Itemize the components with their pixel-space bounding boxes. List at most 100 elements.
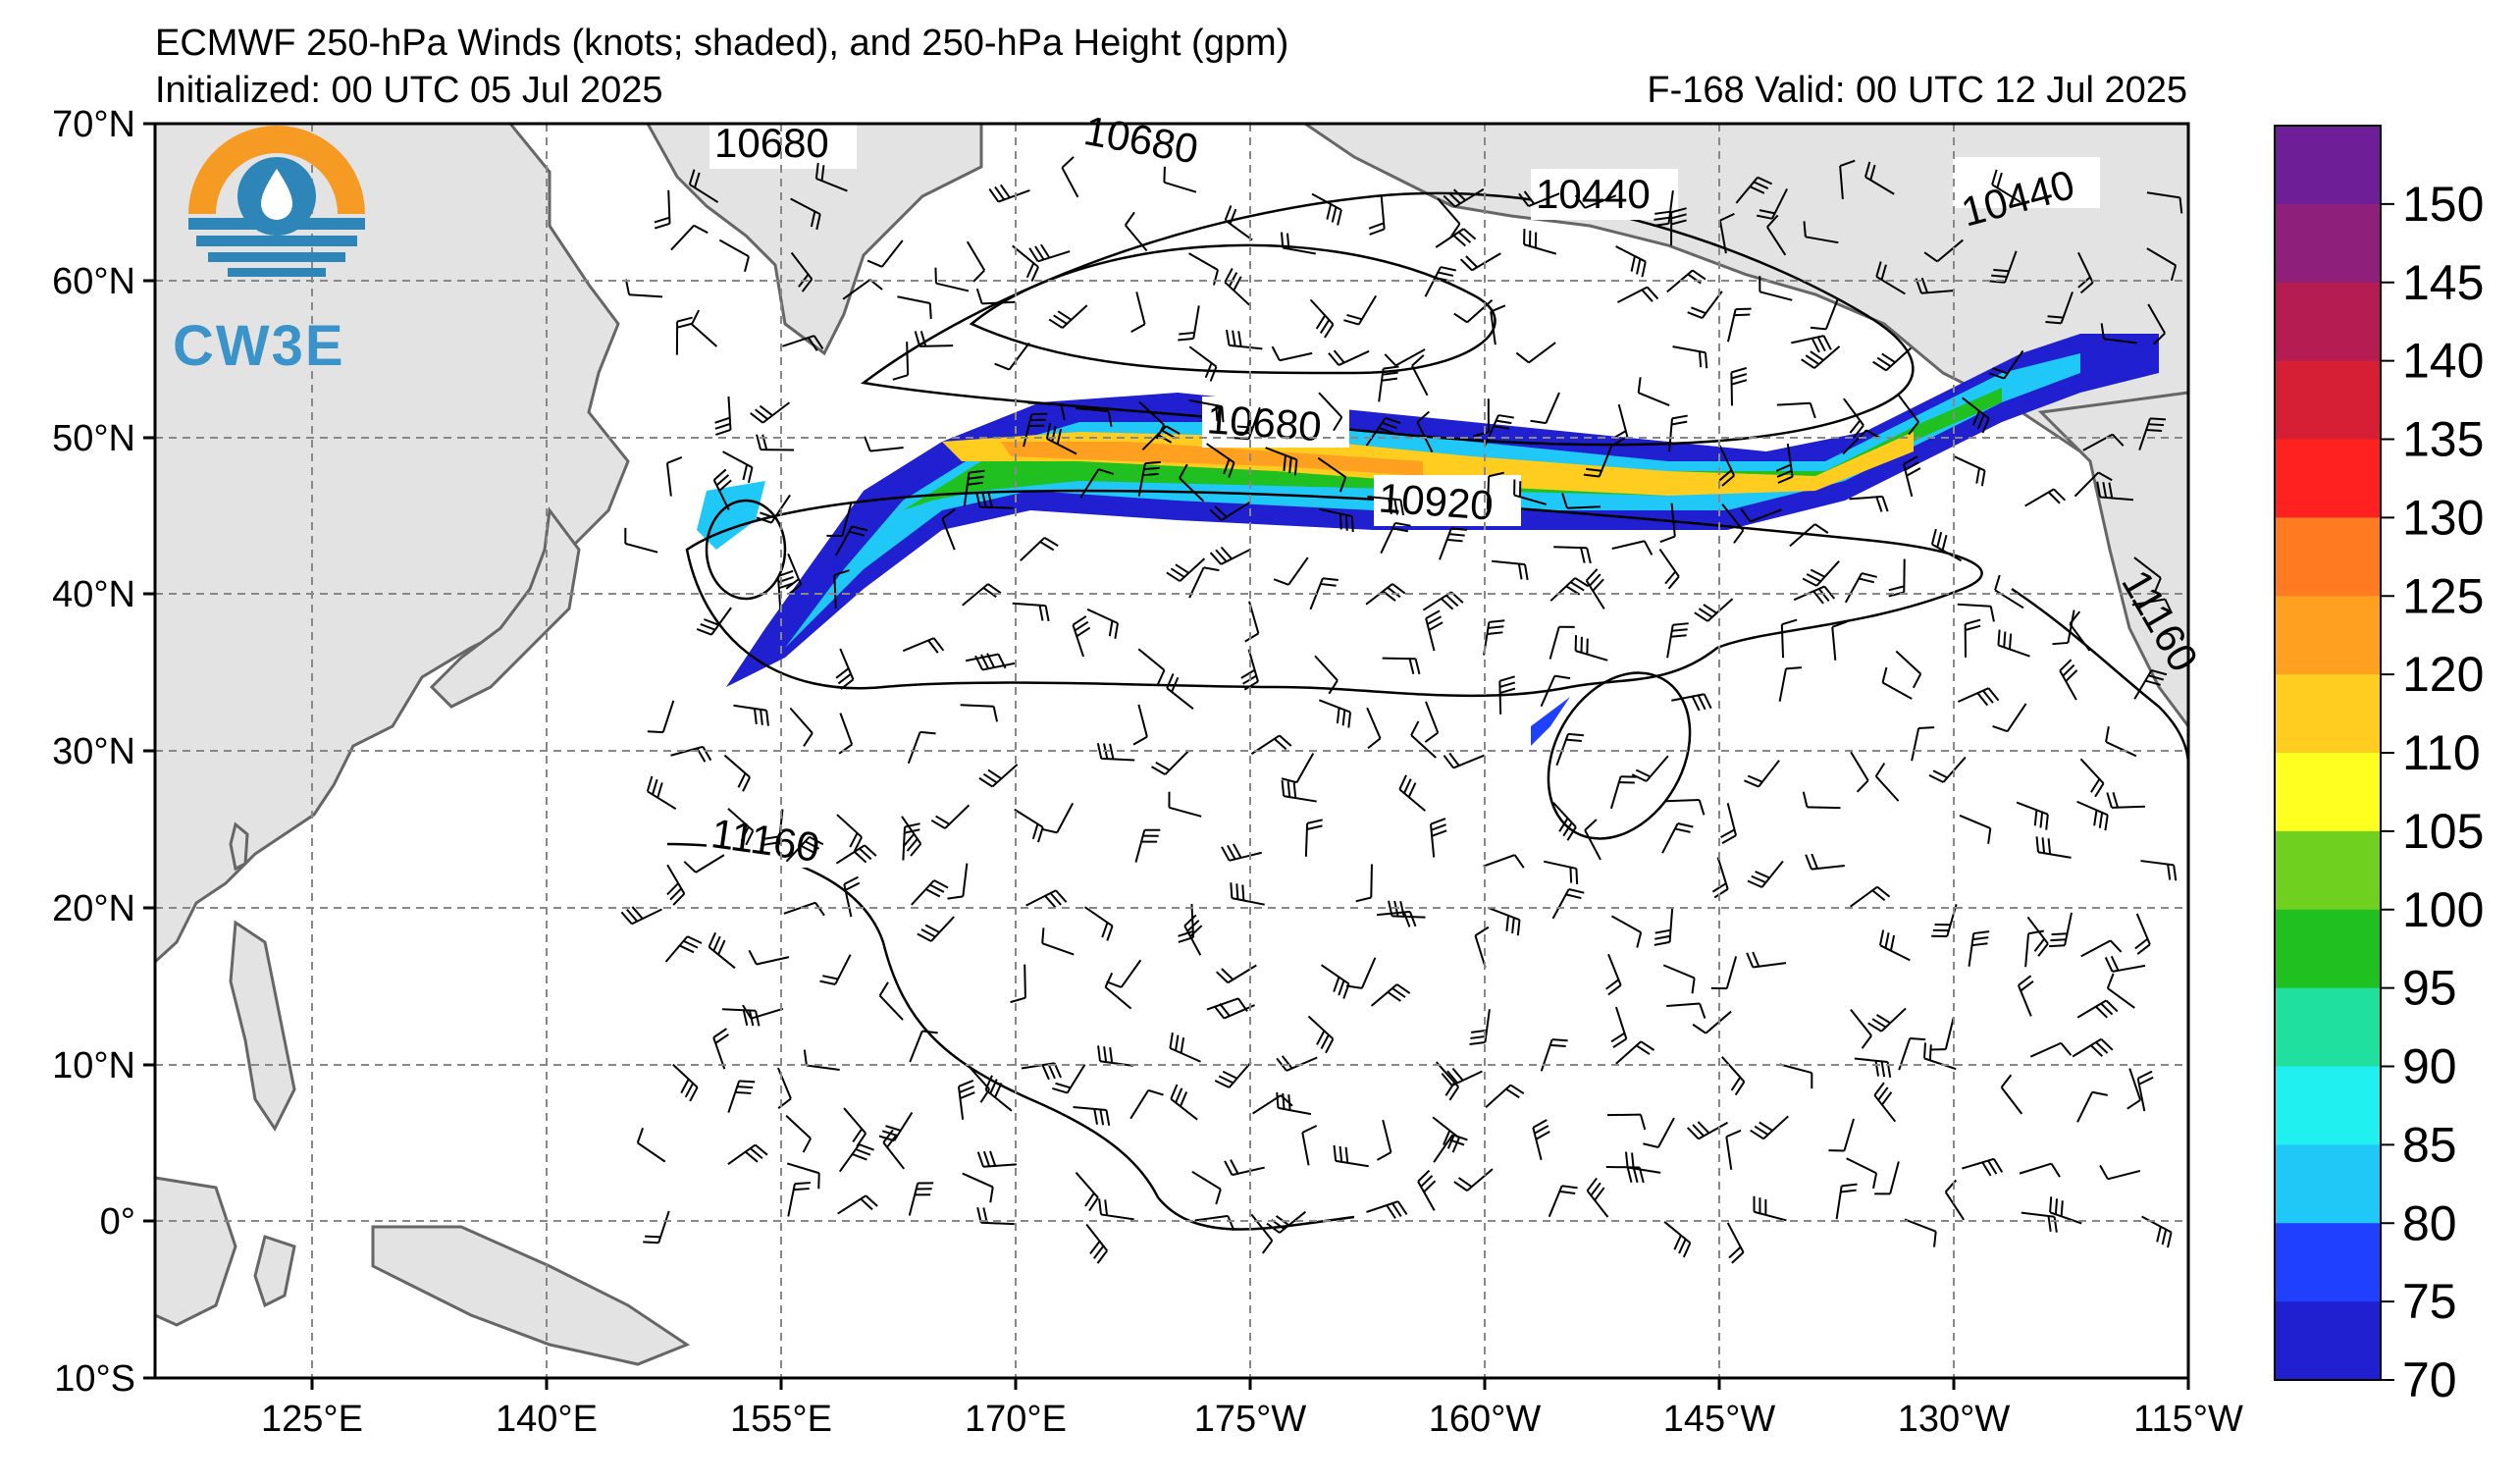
wind-barb-flag (1875, 261, 1882, 278)
wind-barb-flag (1499, 681, 1516, 688)
wind-barb-flag (1403, 778, 1412, 794)
wind-barb-flag (1411, 354, 1425, 367)
wind-barb-flag (930, 819, 946, 829)
wind-barb (1486, 476, 1491, 510)
colorbar-tick-label: 90 (2402, 1039, 2457, 1094)
wind-barb (1959, 814, 1991, 829)
wind-barb (2133, 556, 2162, 579)
wind-barb-flag (1574, 194, 1587, 209)
wind-barb-flag (1641, 289, 1654, 302)
wind-barb-flag (1281, 1055, 1293, 1070)
wind-barb-flag (2148, 674, 2165, 681)
lon-label: 145°W (1663, 1399, 1776, 1440)
contour-label: 10440 (1536, 171, 1651, 217)
wind-barb (1545, 392, 1560, 424)
wind-barb-flag (1698, 799, 1706, 816)
wind-barb-flag (859, 1143, 874, 1151)
wind-barb-flag (1993, 268, 2010, 273)
wind-barb-flag (712, 935, 721, 952)
wind-barb (756, 956, 790, 966)
wind-barb-flag (1831, 620, 1848, 628)
wind-barb (1944, 1191, 1966, 1221)
wind-barb-flag (1670, 213, 1687, 220)
jet-core-120kt (1001, 442, 1423, 476)
wind-barb-flag (715, 474, 730, 487)
wind-barb-flag (1320, 582, 1337, 587)
wind-barb-flag (1280, 232, 1285, 248)
wind-barb-flag (2100, 323, 2105, 340)
wind-barb-flag (1084, 1192, 1095, 1207)
wind-barb-flag (1630, 255, 1636, 272)
wind-barb-flag (1641, 261, 1647, 278)
wind-barb-flag (2091, 1090, 2108, 1096)
wind-barb-flag (1319, 319, 1331, 334)
height-contours (666, 191, 2190, 1231)
wind-barb-flag (1431, 823, 1446, 831)
wind-barb-flag (1670, 219, 1687, 226)
wind-barb-flag (1906, 467, 1921, 477)
wind-barb-flag (932, 637, 945, 652)
wind-barb-flag (1041, 1064, 1050, 1081)
colorbar-tick-label: 95 (2402, 961, 2457, 1016)
wind-barb-flag (1993, 1158, 2004, 1173)
wind-barb-flag (919, 730, 936, 735)
wind-barb-flag (1215, 404, 1219, 422)
wind-barb-flag (1170, 567, 1185, 578)
wind-barb-flag (1407, 782, 1417, 798)
wind-barb-flag (1224, 267, 1234, 284)
wind-barb-flag (778, 582, 795, 590)
wind-barb-flag (2003, 631, 2007, 648)
wind-barb-flag (1487, 631, 1503, 635)
wind-barb-flag (1881, 1091, 1893, 1106)
wind-barb-flag (809, 835, 824, 846)
wind-barb-flag (1223, 458, 1231, 475)
wind-barb-flag (1499, 687, 1516, 695)
wind-barb-flag (1034, 245, 1045, 261)
wind-barb-flag (2109, 939, 2123, 953)
lat-label: 10°S (54, 1358, 135, 1400)
wind-barb-flag (1839, 159, 1856, 168)
wind-barb-flag (654, 216, 670, 224)
wind-barb-flag (1687, 311, 1703, 320)
wind-barb-flag (1451, 1067, 1464, 1082)
wind-barb-flag (927, 639, 939, 654)
wind-barb-flag (921, 1030, 938, 1034)
wind-barb-flag (925, 888, 941, 898)
wind-barb-flag (1981, 417, 1990, 434)
wind-barb-flag (1274, 738, 1287, 751)
wind-barb-flag (1074, 620, 1089, 632)
wind-barb-flag (976, 1151, 984, 1168)
wind-barb-flag (672, 892, 686, 906)
wind-barb-flag (1465, 255, 1478, 268)
wind-barb-flag (1010, 996, 1026, 1004)
wind-barb-flag (694, 172, 701, 188)
wind-barb-flag (1965, 618, 1981, 625)
wind-barb-flag (1382, 371, 1398, 376)
wind-barb-flag (975, 288, 983, 304)
wind-barb-flag (2100, 1038, 2114, 1051)
wind-barb-flag (1226, 329, 1231, 345)
wind-barb-flag (714, 428, 731, 436)
wind-barb-flag (1874, 762, 1886, 777)
wind-barb-flag (1871, 1018, 1887, 1029)
wind-barb (1191, 1170, 1222, 1191)
wind-barb-flag (1816, 336, 1826, 352)
wind-barb-flag (737, 772, 747, 788)
new-guinea-land (371, 1225, 691, 1366)
wind-barb-flag (885, 1125, 902, 1132)
wind-barb (1366, 707, 1382, 739)
wind-barb (1839, 166, 1844, 200)
wind-barb (1776, 401, 1811, 406)
wind-barb-flag (1457, 231, 1472, 243)
wind-barb-flag (1387, 586, 1401, 599)
wind-barb-flag (1301, 1125, 1318, 1134)
wind-barb-flag (992, 706, 999, 722)
wind-barb-flag (852, 1128, 864, 1142)
wind-barb-flag (2033, 938, 2046, 952)
wind-barb (1843, 1118, 1855, 1151)
wind-barb-flag (1626, 1167, 1633, 1184)
wind-barb-flag (1923, 1042, 1926, 1059)
wind-barb-flag (1470, 1034, 1487, 1039)
wind-barb (785, 1115, 812, 1139)
wind-barb-flag (654, 222, 670, 230)
